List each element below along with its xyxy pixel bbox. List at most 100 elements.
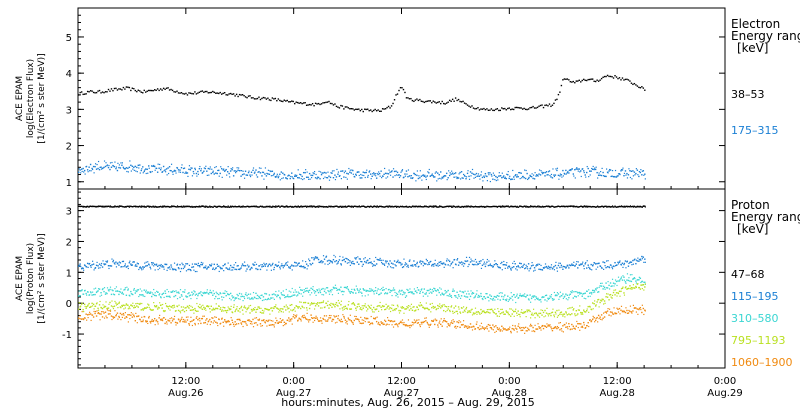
data-point — [462, 173, 465, 176]
data-point — [212, 171, 214, 174]
data-point — [140, 267, 142, 269]
data-point — [160, 206, 162, 208]
data-point — [569, 169, 572, 171]
data-point — [201, 308, 204, 310]
data-point — [234, 310, 236, 313]
data-point — [448, 259, 450, 261]
data-point — [144, 307, 146, 309]
data-point — [477, 311, 480, 313]
data-point — [384, 320, 387, 323]
data-point — [210, 265, 212, 267]
data-point — [556, 316, 559, 318]
data-point — [637, 283, 639, 285]
data-point — [247, 266, 250, 268]
data-point — [220, 166, 222, 168]
data-point — [541, 269, 544, 271]
data-point — [580, 313, 582, 315]
data-point — [369, 324, 371, 326]
data-point — [372, 172, 375, 174]
data-point — [538, 327, 541, 329]
data-point — [566, 326, 569, 328]
data-point — [252, 205, 255, 207]
data-point — [231, 295, 233, 297]
data-point — [226, 267, 228, 269]
data-point — [273, 172, 275, 174]
data-point — [387, 173, 390, 175]
data-point — [478, 109, 481, 111]
data-point — [451, 172, 454, 174]
data-point — [360, 316, 362, 318]
data-point — [367, 259, 369, 261]
data-point — [282, 308, 284, 310]
data-point — [125, 316, 128, 318]
data-point — [544, 309, 546, 312]
data-point — [468, 206, 471, 208]
data-point — [541, 325, 543, 328]
data-point — [238, 292, 241, 295]
data-point — [106, 316, 108, 319]
data-point — [562, 169, 564, 172]
data-point — [167, 205, 170, 208]
data-point — [258, 96, 260, 98]
data-point — [431, 306, 433, 309]
data-point — [446, 326, 448, 328]
data-point — [595, 268, 597, 270]
data-point — [384, 308, 387, 311]
data-point — [568, 79, 570, 81]
data-point — [530, 205, 532, 207]
data-point — [507, 311, 509, 313]
data-point — [233, 304, 235, 306]
data-point — [424, 263, 426, 265]
data-point — [184, 172, 186, 174]
data-point — [498, 292, 500, 294]
data-point — [151, 318, 153, 321]
data-point — [477, 327, 480, 329]
data-point — [228, 172, 230, 175]
data-point — [218, 92, 220, 95]
data-point — [385, 303, 387, 305]
data-point — [377, 288, 379, 290]
data-point — [425, 307, 427, 309]
data-point — [502, 176, 504, 178]
data-point — [364, 295, 366, 297]
data-point — [261, 325, 264, 327]
data-point — [432, 175, 434, 177]
data-point — [218, 305, 220, 307]
data-point — [397, 259, 399, 261]
data-point — [351, 205, 353, 207]
data-point — [568, 172, 570, 174]
data-point — [299, 301, 301, 303]
data-point — [192, 319, 195, 321]
data-point — [358, 319, 360, 321]
data-point — [149, 171, 151, 173]
data-point — [410, 206, 413, 208]
data-point — [374, 108, 376, 111]
data-point — [362, 322, 364, 324]
data-point — [525, 330, 527, 332]
data-point — [272, 205, 274, 207]
data-point — [80, 91, 83, 93]
data-point — [153, 288, 155, 291]
data-point — [585, 298, 587, 300]
data-point — [185, 172, 188, 174]
data-point — [111, 300, 113, 302]
data-point — [425, 176, 427, 178]
data-point — [331, 288, 333, 291]
data-point — [597, 291, 599, 293]
data-point — [561, 330, 563, 332]
data-point — [427, 171, 429, 173]
data-point — [109, 205, 112, 207]
data-point — [483, 175, 485, 177]
data-point — [559, 173, 562, 175]
data-point — [337, 299, 340, 302]
data-point — [171, 171, 174, 173]
data-point — [434, 318, 436, 320]
data-point — [476, 264, 478, 266]
data-point — [397, 205, 399, 207]
data-point — [259, 98, 262, 101]
data-point — [643, 281, 645, 283]
data-point — [593, 303, 595, 305]
data-point — [308, 289, 311, 292]
data-point — [624, 281, 627, 283]
data-point — [238, 307, 241, 310]
